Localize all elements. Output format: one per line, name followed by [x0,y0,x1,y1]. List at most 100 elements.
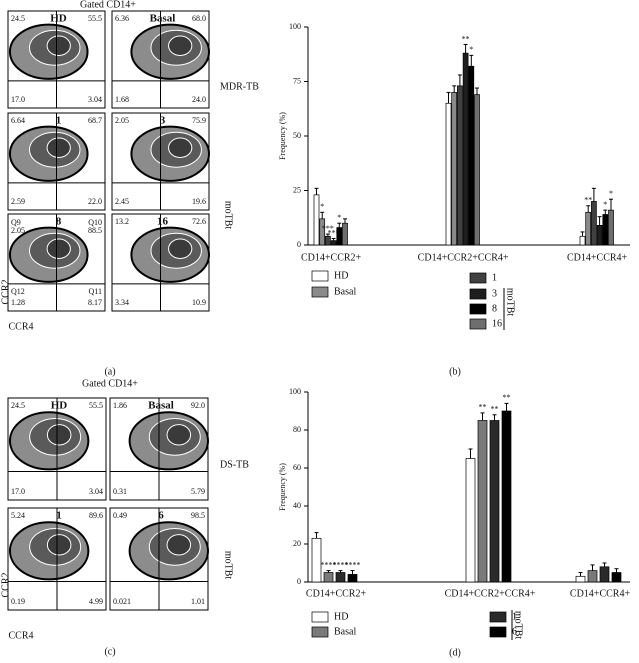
row-label: moTBt [223,201,234,230]
error-bar [469,54,474,67]
error-bar [602,562,607,567]
bar [477,420,488,583]
bar [342,222,348,246]
bar [611,572,622,583]
quadrant-value: 92.0 [191,401,205,410]
x-axis-label: CCR4 [8,630,33,641]
legend-label: 8 [492,303,497,314]
sample-name: 3 [160,115,166,127]
legend-swatch [311,626,329,638]
quadrant-value: 55.5 [88,14,102,23]
x-tick-label: CD14+CCR2+ [301,252,362,263]
significance: ** [584,196,592,205]
error-bar [614,568,619,573]
bar [445,102,452,246]
y-axis-label: Frequency (%) [278,112,287,160]
error-bar [350,570,355,575]
significance: * [469,45,473,54]
error-bar [480,412,485,421]
sample-name: 16 [157,216,169,228]
quadrant-value: 72.6 [192,217,206,226]
y-axis-label: CCR2 [0,279,11,304]
error-bar [320,211,325,219]
gate-label: Q12 [11,287,25,296]
density-inner [168,35,193,56]
error-bar [590,564,595,571]
significance: **** [345,560,361,569]
legend-group-label: moTBt [513,611,524,640]
error-bar [492,414,497,421]
quadrant-value: 68.0 [192,14,206,23]
sample-name: HD [50,13,67,25]
error-bar [326,570,331,573]
quadrant-value: 10.9 [192,298,206,307]
quadrant-value: 1.86 [113,401,127,410]
bar [335,572,346,583]
row-label: DS-TB [220,459,249,470]
error-bar [457,74,462,86]
bar [501,410,512,583]
sample-name: 1 [56,510,62,522]
quadrant-value: 2.45 [115,197,129,206]
error-bar [452,85,457,93]
legend-swatch [311,611,329,623]
quadrant-value: 0.31 [113,487,127,496]
density-inner [46,35,71,56]
legend-swatch [311,270,329,282]
quadrant-value: 22.0 [88,197,102,206]
sample-name: 6 [158,510,164,522]
quadrant-value: 6.36 [115,14,129,23]
quadrant-value: 98.5 [191,511,205,520]
bar [579,235,586,246]
legend-swatch [469,318,487,330]
significance: *** [322,224,334,233]
x-tick-label: CD14+CCR2+CCR4+ [418,252,509,263]
quadrant-value: 89.6 [89,511,103,520]
quadrant-value: 0.021 [113,597,131,606]
density-inner [46,534,72,556]
quadrant-value: 1.01 [191,597,205,606]
y-tick-label: 0 [297,240,301,249]
density-inner [168,238,193,259]
legend-swatch [311,286,329,298]
significance: * [320,202,324,211]
y-tick-label: 60 [293,463,301,472]
significance: * [609,189,613,198]
error-bar [331,237,336,241]
bar [313,194,320,246]
bar [575,575,586,583]
error-bar [446,91,451,104]
x-tick-label: CD14+CCR2+ [306,588,367,599]
panel-title: Gated CD14+ [80,0,136,10]
bar [336,227,343,246]
error-bar [578,572,583,577]
sample-name: HD [51,400,68,412]
quadrant-value: 3.04 [88,95,102,104]
error-bar [338,570,343,573]
bar [323,572,334,583]
quadrant-value: 4.99 [89,597,103,606]
error-bar [475,87,479,95]
y-tick-label: 40 [293,501,301,510]
y-tick-label: 100 [289,387,301,396]
bar [474,94,480,246]
quadrant-value: 2.59 [11,197,25,206]
quadrant-value: 3.04 [89,487,103,496]
significance: ** [462,34,470,43]
legend-label: 1 [512,611,517,622]
significance: ** [479,403,487,412]
quadrant-value: 17.0 [11,95,25,104]
error-bar [337,222,342,228]
legend-label: Basal [334,286,356,297]
error-bar [504,402,509,411]
quadrant-value: 1.68 [115,95,129,104]
significance: * [337,213,341,222]
bar [591,201,597,246]
x-tick-label: CD14+CCR4+ [567,252,628,263]
bar [608,209,614,246]
bar [457,85,463,246]
error-bar [463,43,468,54]
density-inner [166,424,192,446]
error-bar [609,198,613,211]
